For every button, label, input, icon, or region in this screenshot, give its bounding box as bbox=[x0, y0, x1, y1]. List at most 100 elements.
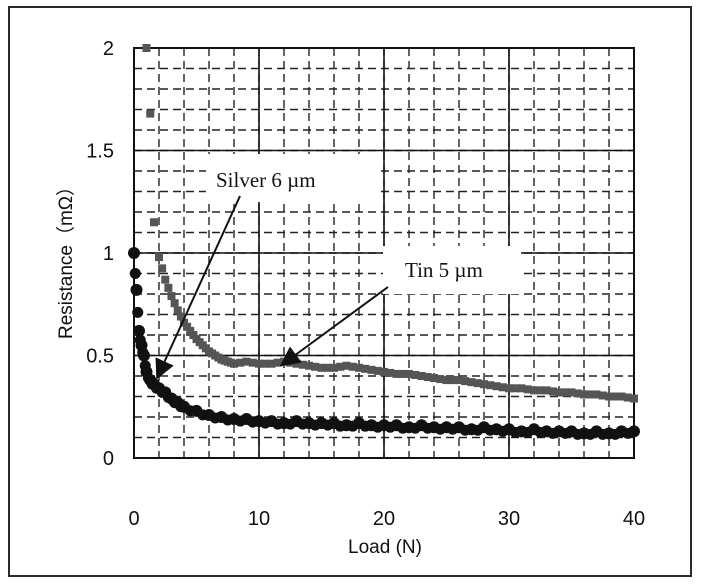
annotation-tin: Tin 5 µm bbox=[405, 258, 483, 282]
data-point bbox=[248, 358, 257, 367]
data-point bbox=[380, 367, 388, 376]
data-point bbox=[486, 381, 495, 390]
data-point bbox=[230, 359, 238, 368]
data-point bbox=[436, 375, 445, 384]
data-point bbox=[548, 387, 557, 396]
data-point bbox=[336, 362, 345, 371]
data-point bbox=[561, 388, 570, 397]
data-point bbox=[586, 390, 595, 399]
data-point bbox=[530, 386, 538, 395]
data-point bbox=[170, 299, 179, 308]
data-point bbox=[317, 363, 326, 372]
data-point bbox=[505, 384, 513, 393]
x-tick-label: 10 bbox=[248, 508, 270, 530]
x-tick-label: 20 bbox=[373, 508, 395, 530]
data-point bbox=[132, 306, 144, 318]
grid bbox=[133, 47, 635, 459]
data-point bbox=[617, 392, 626, 401]
y-tick-label: 1.5 bbox=[86, 141, 114, 163]
data-point bbox=[183, 322, 192, 331]
data-point bbox=[417, 372, 426, 380]
data-point bbox=[542, 386, 551, 395]
data-point bbox=[430, 374, 438, 383]
data-point bbox=[373, 366, 382, 375]
data-point bbox=[573, 389, 582, 398]
data-point bbox=[473, 379, 482, 388]
data-point bbox=[242, 357, 251, 366]
data-point bbox=[411, 370, 420, 379]
data-point bbox=[628, 425, 640, 438]
data-point bbox=[348, 362, 357, 371]
data-point bbox=[367, 365, 376, 374]
data-point bbox=[461, 377, 470, 386]
data-point bbox=[492, 382, 501, 391]
data-point bbox=[511, 384, 520, 393]
data-point bbox=[267, 359, 276, 368]
data-point bbox=[146, 109, 155, 118]
data-point bbox=[189, 331, 198, 339]
x-tick-label: 0 bbox=[128, 508, 139, 530]
data-point bbox=[164, 283, 173, 292]
data-point bbox=[158, 264, 167, 273]
data-point bbox=[129, 267, 141, 279]
data-point bbox=[392, 369, 401, 378]
data-point bbox=[355, 363, 363, 372]
data-point bbox=[128, 247, 140, 259]
data-point bbox=[598, 391, 607, 400]
chart-frame bbox=[8, 6, 692, 577]
data-point bbox=[386, 368, 395, 377]
annotation-box-tin bbox=[383, 246, 521, 294]
data-point bbox=[517, 384, 526, 393]
data-point bbox=[236, 358, 245, 367]
data-point bbox=[467, 378, 476, 387]
data-point bbox=[630, 394, 638, 403]
data-point bbox=[398, 369, 407, 378]
data-point bbox=[155, 253, 163, 262]
data-point bbox=[142, 44, 151, 52]
data-point bbox=[311, 362, 320, 371]
data-point bbox=[423, 373, 432, 382]
data-point bbox=[448, 376, 457, 385]
data-point bbox=[176, 312, 185, 321]
data-point bbox=[442, 376, 451, 385]
annotation-arrow-silver bbox=[155, 195, 241, 380]
annotation-silver: Silver 6 µm bbox=[216, 168, 316, 192]
data-point bbox=[342, 361, 351, 370]
data-point bbox=[330, 363, 338, 372]
data-point bbox=[130, 283, 143, 296]
x-axis-title: Load (N) bbox=[348, 537, 422, 558]
data-point bbox=[255, 359, 263, 368]
data-point bbox=[323, 363, 332, 372]
data-point bbox=[138, 349, 150, 362]
data-point bbox=[480, 380, 488, 389]
tick-labels: 0 10 20 30 40 0 0.5 1 1.5 2 bbox=[86, 38, 645, 530]
data-point bbox=[567, 388, 576, 397]
data-point bbox=[580, 390, 588, 399]
data-point bbox=[133, 324, 145, 337]
data-point bbox=[180, 318, 188, 327]
series-silver bbox=[128, 247, 640, 440]
y-axis-title: Resistance（mΩ） bbox=[55, 177, 77, 339]
y-tick-label: 0.5 bbox=[86, 346, 114, 368]
data-point bbox=[611, 392, 620, 401]
series-tin bbox=[142, 44, 638, 403]
y-tick-label: 1 bbox=[103, 243, 114, 265]
data-point bbox=[305, 361, 313, 370]
y-tick-label: 2 bbox=[103, 38, 114, 60]
data-point bbox=[261, 359, 270, 368]
x-tick-label: 40 bbox=[623, 508, 645, 530]
data-point bbox=[361, 364, 370, 373]
x-tick-label: 30 bbox=[498, 508, 520, 530]
data-point bbox=[298, 360, 307, 369]
data-point bbox=[498, 383, 507, 392]
data-point bbox=[605, 392, 613, 401]
data-point bbox=[523, 385, 532, 394]
y-tick-label: 0 bbox=[103, 448, 114, 470]
data-point bbox=[173, 306, 182, 315]
data-point bbox=[455, 376, 463, 385]
annotation-arrow-tin bbox=[279, 286, 389, 367]
data-point bbox=[555, 388, 563, 397]
data-point bbox=[623, 393, 632, 402]
data-point bbox=[150, 218, 158, 227]
series-layer bbox=[128, 44, 640, 440]
